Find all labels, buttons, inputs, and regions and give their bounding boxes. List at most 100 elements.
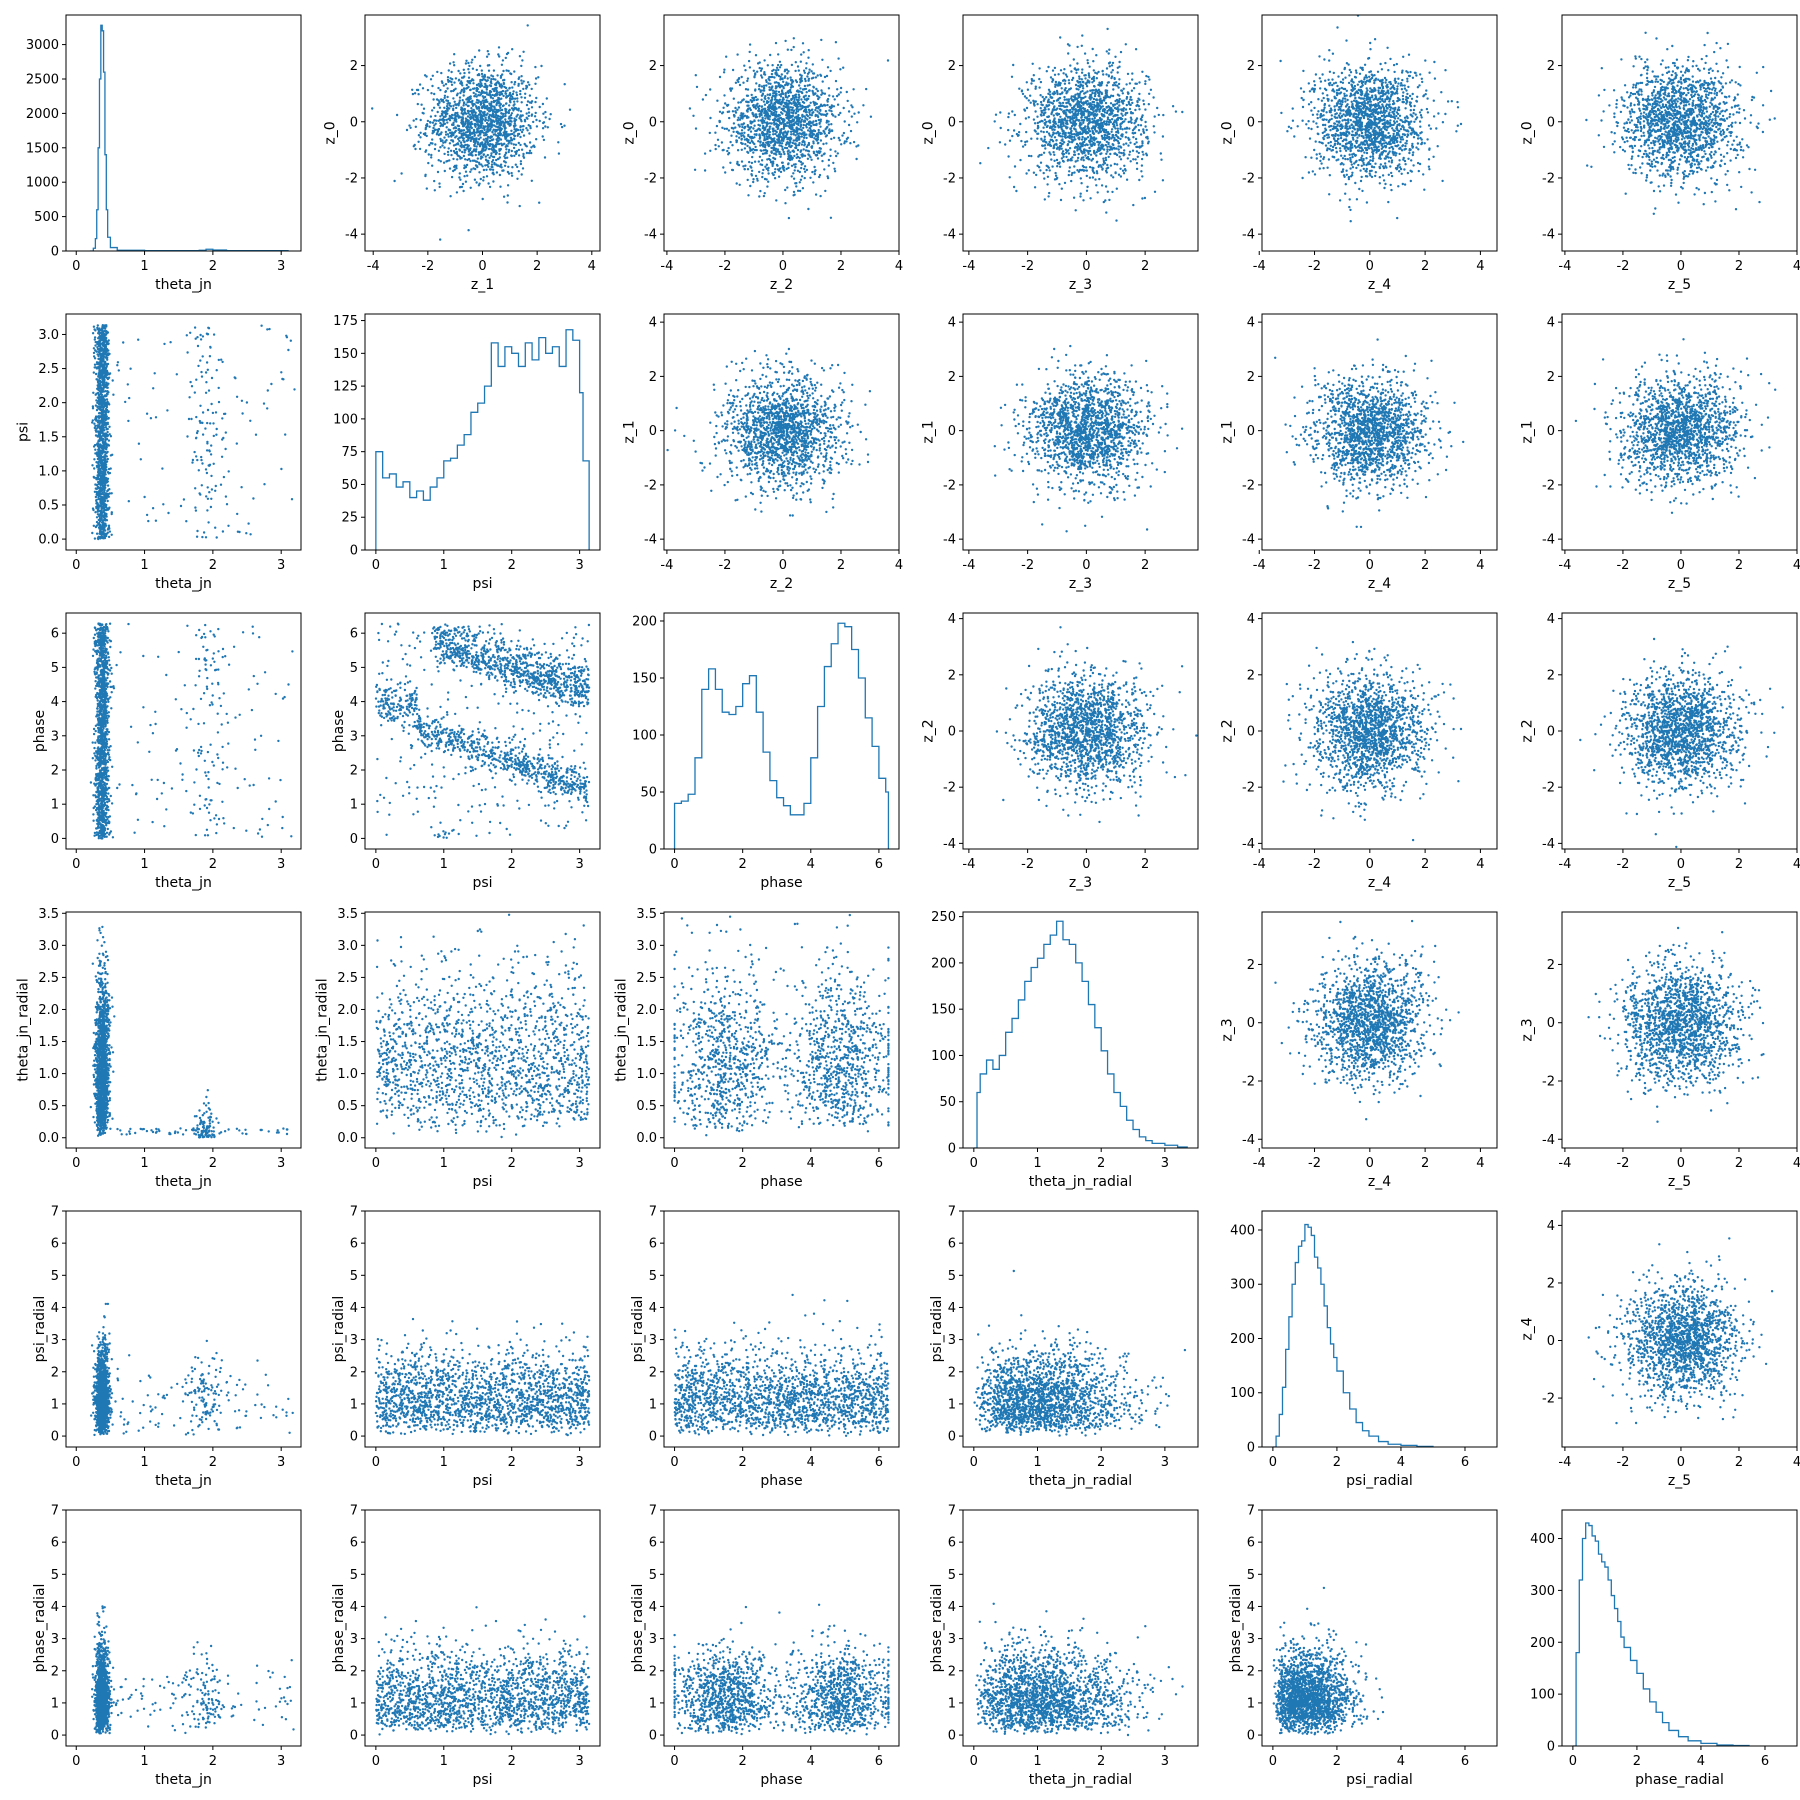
y-tick-label: 2.0 <box>636 1003 657 1018</box>
y-axis-label: phase_radial <box>630 1584 646 1673</box>
plot-area <box>1572 1522 1750 1746</box>
y-tick-label: 2 <box>649 370 657 385</box>
y-axis-label: phase_radial <box>1228 1584 1244 1673</box>
axes-frame <box>1261 313 1498 551</box>
y-tick-label: -2 <box>644 171 657 186</box>
y-tick-label: 3.5 <box>337 907 358 922</box>
x-tick-label: 0 <box>670 1754 678 1769</box>
plot-area <box>375 329 590 550</box>
plot-area <box>1585 31 1776 215</box>
histogram-step-line <box>673 622 890 849</box>
y-axis-label: phase_radial <box>32 1584 48 1673</box>
x-tick-label: 0 <box>670 857 678 872</box>
y-tick-label: 2 <box>948 370 956 385</box>
y-tick-label: 6 <box>51 1237 59 1252</box>
y-tick-label: 7 <box>649 1205 657 1220</box>
y-tick-label: 2 <box>948 1664 956 1679</box>
axes-frame <box>962 1210 1199 1448</box>
y-tick-label: 2 <box>1247 59 1255 74</box>
x-tick-label: 1 <box>440 1455 448 1470</box>
panel-r5-c1: 0 1 2 3 0 1 2 3 4 5 6 7 psi phase_radial <box>331 1504 601 1788</box>
y-tick-label: 0 <box>1547 1334 1555 1349</box>
plot-area <box>979 27 1184 222</box>
x-tick-label: 0 <box>72 1455 80 1470</box>
panel-r2-c0: 0 1 2 3 0 1 2 3 4 5 6 theta_jn phase <box>32 612 302 891</box>
axes-frame <box>962 313 1199 551</box>
axes-frame <box>364 612 601 850</box>
y-tick-label: 7 <box>350 1205 358 1220</box>
x-tick-label: 1 <box>1033 1156 1041 1171</box>
x-tick-label: 2 <box>533 259 541 274</box>
y-tick-label: 3 <box>350 1333 358 1348</box>
y-tick-label: -2 <box>644 478 657 493</box>
plot-area <box>89 925 289 1139</box>
y-axis-label: z_0 <box>1520 121 1536 144</box>
x-tick-label: 3 <box>277 1754 285 1769</box>
x-tick-label: 6 <box>875 1754 883 1769</box>
x-tick-label: -2 <box>1616 558 1629 573</box>
x-axis-label: z_5 <box>1668 1174 1691 1190</box>
plot-area <box>374 1317 591 1437</box>
x-axis-label: psi <box>472 875 492 891</box>
y-tick-label: 400 <box>1230 1223 1255 1238</box>
y-tick-label: 1.5 <box>636 1035 657 1050</box>
x-tick-label: 3 <box>277 558 285 573</box>
x-axis-label: theta_jn_radial <box>1029 1473 1132 1489</box>
x-tick-label: -4 <box>1558 259 1571 274</box>
scatter-points <box>1279 15 1463 223</box>
y-tick-label: 5 <box>948 1568 956 1583</box>
scatter-points <box>1282 640 1463 842</box>
axes-frame <box>1561 911 1798 1149</box>
y-tick-label: 3.5 <box>38 907 59 922</box>
x-tick-label: 0 <box>1677 857 1685 872</box>
panel-r5-c5: 0 2 4 6 0 100 200 300 400 phase_radial <box>1530 1509 1798 1788</box>
x-tick-label: -2 <box>1616 1455 1629 1470</box>
y-tick-label: -4 <box>943 837 956 852</box>
x-axis-label: z_3 <box>1069 277 1092 293</box>
x-axis-label: theta_jn <box>155 1174 212 1190</box>
panel-r0-c3: -4 -2 0 2 -4 -2 0 2 z_3 z_0 <box>921 14 1199 293</box>
plot-area <box>975 1602 1184 1737</box>
scatter-points <box>1587 926 1765 1123</box>
panel-r1-c1: 0 1 2 3 0 25 50 75 100 125 150 175 psi <box>333 313 601 592</box>
y-tick-label: 0 <box>1547 115 1555 130</box>
y-tick-label: 3 <box>350 1632 358 1647</box>
y-tick-label: 1.0 <box>636 1067 657 1082</box>
y-tick-label: 6 <box>51 1536 59 1551</box>
x-tick-label: 3 <box>277 1455 285 1470</box>
panel-r4-c3: 0 1 2 3 0 1 2 3 4 5 6 7 theta_jn_radial psi_radial <box>929 1205 1199 1489</box>
plot-area <box>995 626 1198 824</box>
x-tick-label: 6 <box>875 1455 883 1470</box>
y-tick-label: 100 <box>1230 1386 1255 1401</box>
y-tick-label: 3 <box>51 1632 59 1647</box>
y-tick-label: 3.0 <box>337 939 358 954</box>
panel-r1-c5: -4 -2 0 2 4 -4 -2 0 2 4 z_5 z_1 <box>1520 313 1800 592</box>
y-tick-label: 6 <box>948 1237 956 1252</box>
y-tick-label: 2 <box>350 1664 358 1679</box>
y-tick-label: 2.5 <box>337 971 358 986</box>
panel-r4-c4: 0 2 4 6 0 100 200 300 400 psi_radial <box>1230 1210 1498 1489</box>
y-tick-label: 7 <box>51 1205 59 1220</box>
axes-frame <box>364 313 601 551</box>
y-tick-label: 100 <box>1530 1688 1555 1703</box>
x-tick-label: -4 <box>1253 558 1266 573</box>
y-tick-label: 5 <box>649 1269 657 1284</box>
axes-frame <box>1261 14 1498 252</box>
y-tick-label: 1000 <box>26 176 59 191</box>
y-tick-label: 2 <box>51 1365 59 1380</box>
x-tick-label: 3 <box>277 1156 285 1171</box>
x-tick-label: 0 <box>1366 857 1374 872</box>
y-tick-label: 6 <box>350 1237 358 1252</box>
scatter-points <box>1579 637 1784 849</box>
x-tick-label: 2 <box>1421 259 1429 274</box>
x-axis-label: z_3 <box>1069 875 1092 891</box>
y-axis-label: z_1 <box>1520 420 1536 443</box>
y-tick-label: 0 <box>1547 424 1555 439</box>
y-tick-label: 7 <box>1247 1504 1255 1519</box>
x-tick-label: -2 <box>718 259 731 274</box>
panel-r5-c3: 0 1 2 3 0 1 2 3 4 5 6 7 theta_jn_radial phase_radial <box>929 1504 1199 1788</box>
x-tick-label: 2 <box>1421 558 1429 573</box>
x-tick-label: -2 <box>1616 1156 1629 1171</box>
y-tick-label: -2 <box>1242 781 1255 796</box>
x-tick-label: 2 <box>739 1156 747 1171</box>
